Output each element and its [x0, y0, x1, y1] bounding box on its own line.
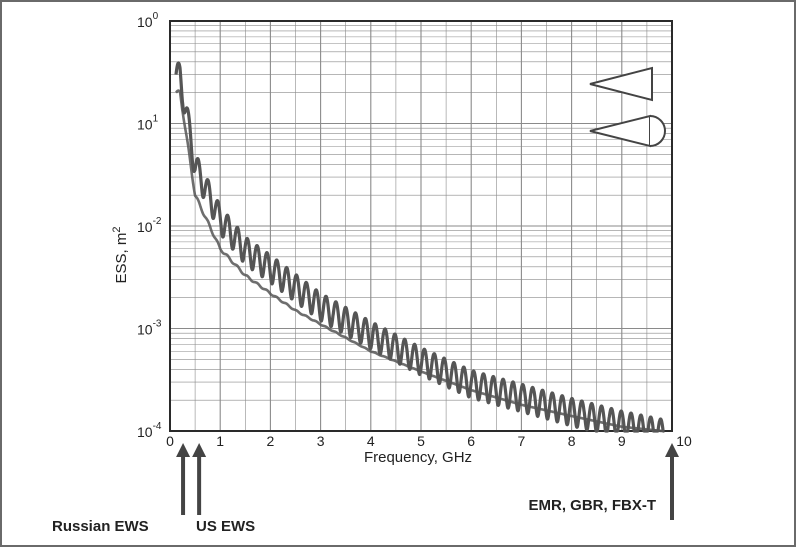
arrow-head	[176, 443, 191, 457]
x-tick-labels: 0 1 2 3 4 5 6 7 8 9 10	[166, 433, 692, 449]
x-tick-label: 0	[166, 433, 174, 449]
y-tick-label: 10-2	[137, 216, 162, 235]
series-line-cone-flat-base	[174, 61, 666, 433]
annotation-us-ews: US EWS	[196, 518, 255, 535]
y-axis-label: ESS, m2	[111, 227, 130, 284]
x-tick-label: 2	[267, 433, 275, 449]
x-tick-label: 8	[568, 433, 576, 449]
annotation-russian-ews: Russian EWS	[52, 518, 149, 535]
x-tick-label: 10	[676, 433, 692, 449]
series-group	[174, 61, 666, 433]
y-tick-label: 10-3	[137, 319, 162, 338]
y-tick-label: 100	[137, 11, 159, 30]
x-tick-label: 3	[317, 433, 325, 449]
x-tick-label: 7	[518, 433, 526, 449]
y-tick-label: 10-4	[137, 421, 162, 440]
x-tick-label: 4	[367, 433, 375, 449]
arrow-head	[192, 443, 207, 457]
annotation-arrows	[176, 443, 679, 520]
x-axis-label: Frequency, GHz	[364, 449, 472, 466]
arrow-head	[665, 443, 679, 457]
legend-round-cone-cap	[649, 115, 666, 147]
x-tick-label: 9	[618, 433, 626, 449]
annotation-emr-gbr-fbxt: EMR, GBR, FBX-T	[529, 497, 657, 514]
x-tick-label: 1	[216, 433, 224, 449]
x-tick-label: 5	[417, 433, 425, 449]
series-line-cone-spherical-base	[174, 89, 666, 433]
legend-flat-cone-icon	[589, 66, 653, 102]
x-tick-label: 6	[467, 433, 475, 449]
y-tick-labels: 100 101 10-2 10-3 10-4	[137, 11, 162, 440]
legend	[589, 66, 666, 148]
y-tick-label: 101	[137, 114, 159, 133]
plot-area	[169, 20, 673, 432]
legend-round-cone-icon	[589, 114, 651, 148]
